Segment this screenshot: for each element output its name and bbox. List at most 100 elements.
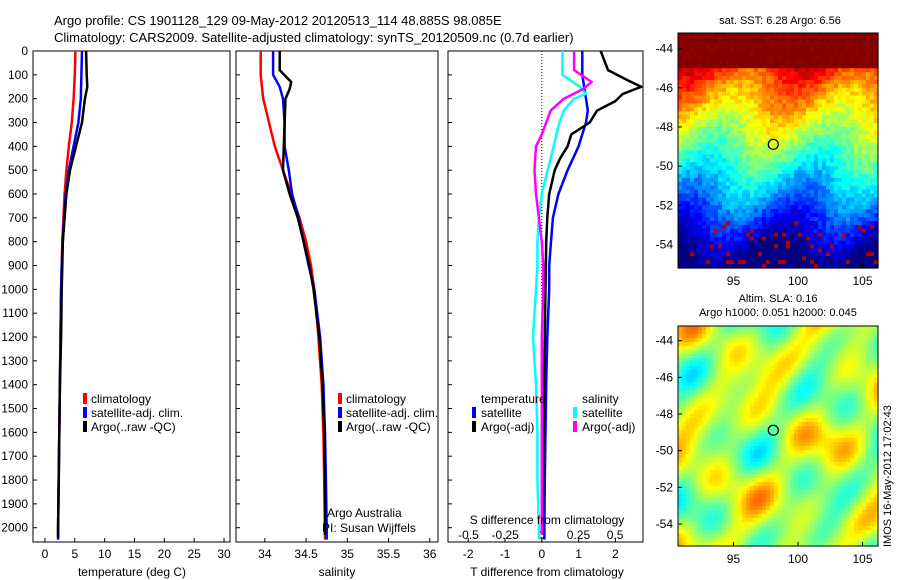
map-cell: [818, 338, 823, 343]
map-cell: [842, 374, 847, 379]
map-cell: [770, 72, 775, 77]
map-cell: [846, 390, 851, 395]
map-cell: [786, 256, 791, 261]
map-cell: [726, 103, 731, 109]
map-cell: [778, 418, 783, 423]
map-cell: [690, 189, 695, 195]
map-cell: [734, 221, 739, 226]
map-cell: [690, 236, 695, 242]
map-cell: [714, 166, 719, 171]
map-cell: [850, 378, 855, 383]
map-cell: [798, 252, 803, 257]
map-cell: [822, 205, 827, 210]
map-cell: [766, 358, 771, 363]
map-cell: [862, 264, 867, 269]
map-cell: [722, 115, 727, 120]
map-cell: [834, 107, 839, 112]
map-cell: [690, 434, 695, 439]
map-cell: [738, 103, 743, 109]
map-cell: [694, 394, 699, 399]
map-cell: [750, 338, 755, 343]
map-cell: [738, 115, 743, 120]
map-cell: [750, 346, 755, 351]
map-cell: [722, 95, 727, 101]
map-cell: [846, 410, 851, 415]
map-cell: [710, 224, 715, 230]
map-cell: [718, 378, 723, 383]
map-cell: [786, 115, 791, 120]
map-cell: [738, 123, 743, 128]
map-cell: [870, 378, 875, 383]
map-cell: [754, 44, 759, 50]
map-cell: [850, 256, 855, 261]
map-cell: [834, 197, 839, 203]
map-cell: [706, 370, 711, 375]
map-cell: [734, 146, 739, 152]
x-tick-label: 20: [158, 547, 172, 561]
map-cell: [858, 197, 863, 203]
map-cell: [822, 386, 827, 391]
map-cell: [726, 228, 731, 234]
map-cell: [730, 450, 735, 455]
map-cell: [854, 446, 859, 451]
map-cell: [854, 83, 859, 89]
map-cell: [722, 166, 727, 171]
map-cell: [862, 80, 867, 85]
map-cell: [862, 138, 867, 144]
map-cell: [702, 374, 707, 379]
map-cell: [830, 390, 835, 395]
map-cell: [734, 228, 739, 234]
map-cell: [702, 95, 707, 101]
map-cell: [686, 99, 691, 105]
map-cell: [842, 217, 847, 222]
map-cell: [818, 177, 823, 183]
map-cell: [770, 374, 775, 379]
map-cell: [702, 438, 707, 443]
map-cell: [850, 370, 855, 375]
map-cell: [790, 146, 795, 152]
map-cell: [694, 244, 699, 250]
map-cell: [862, 150, 867, 156]
map-cell: [742, 430, 747, 435]
map-cell: [854, 40, 859, 46]
map-cell: [714, 414, 719, 419]
map-cell: [818, 260, 823, 265]
map-cell: [766, 422, 771, 427]
map-cell: [798, 342, 803, 347]
map-cell: [722, 142, 727, 148]
map-cell: [822, 252, 827, 257]
map-cell: [730, 99, 735, 105]
map-cell: [842, 36, 847, 42]
map-cell: [758, 338, 763, 343]
map-cell: [698, 33, 703, 38]
map-cell: [818, 256, 823, 261]
map-cell: [866, 450, 871, 455]
map-cell: [722, 91, 727, 97]
map-cell: [694, 458, 699, 463]
map-cell: [790, 33, 795, 38]
map-cell: [858, 390, 863, 395]
map-cell: [822, 221, 827, 226]
map-cell: [726, 466, 731, 471]
map-cell: [678, 346, 683, 351]
map-cell: [694, 158, 699, 163]
map-cell: [854, 366, 859, 371]
map-cell: [682, 134, 687, 140]
map-cell: [802, 264, 807, 269]
map-cell: [850, 181, 855, 187]
map-cell: [754, 374, 759, 379]
s-difference-label: S difference from climatology: [470, 513, 625, 527]
map-cell: [770, 236, 775, 242]
map-cell: [802, 103, 807, 109]
map-cell: [686, 221, 691, 226]
map-cell: [834, 358, 839, 363]
map-cell: [802, 240, 807, 246]
map-cell: [850, 197, 855, 203]
map-cell: [694, 338, 699, 343]
map-cell: [862, 358, 867, 363]
map-cell: [738, 354, 743, 359]
map-cell: [786, 442, 791, 447]
map-cell: [698, 130, 703, 136]
map-cell: [698, 213, 703, 218]
map-cell: [846, 338, 851, 343]
